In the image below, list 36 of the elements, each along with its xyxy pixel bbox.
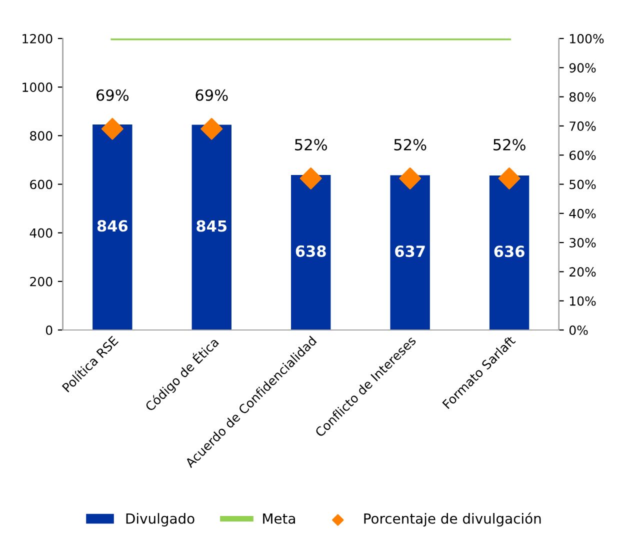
y-tick-label: 0 (46, 325, 52, 335)
bar (192, 124, 232, 330)
y2-tick-label: 10% (570, 296, 596, 306)
bar (390, 175, 430, 330)
y2-tick-label: 30% (570, 238, 596, 248)
y2-tick-label: 60% (570, 150, 596, 160)
y2-tick-label: 20% (570, 267, 596, 277)
y2-tick-label: 90% (569, 63, 596, 73)
bar (92, 124, 132, 330)
y2-tick-label: 70% (570, 121, 596, 131)
data-label: 69% (96, 89, 129, 101)
data-label: 52% (295, 138, 327, 150)
y2-tick-label: 100% (570, 34, 604, 44)
y2-tick-label: 80% (569, 92, 596, 102)
y-tick-label: 1200 (22, 34, 52, 44)
data-label: 52% (494, 138, 526, 150)
data-label: 845 (196, 220, 227, 232)
data-label: 636 (494, 246, 524, 258)
y-tick-label: 200 (30, 276, 52, 286)
y-tick-label: 600 (30, 180, 52, 190)
legend-label: Meta (263, 513, 295, 524)
data-label: 638 (296, 245, 326, 257)
y-tick-label: 400 (30, 228, 52, 238)
bar (489, 176, 530, 330)
data-label: 69% (196, 89, 228, 101)
y-tick-label: 800 (30, 131, 52, 141)
bar (291, 175, 331, 330)
y2-tick-label: 40% (569, 208, 596, 218)
legend-label: Porcentaje de divulgación (364, 512, 541, 526)
y2-tick-label: 50% (570, 180, 596, 190)
data-label: 52% (394, 138, 426, 150)
y-tick-label: 1000 (22, 82, 52, 92)
legend-label: Divulgado (126, 513, 194, 526)
data-label: 637 (395, 246, 425, 258)
y2-tick-label: 0% (569, 325, 588, 335)
data-label: 846 (97, 220, 128, 232)
